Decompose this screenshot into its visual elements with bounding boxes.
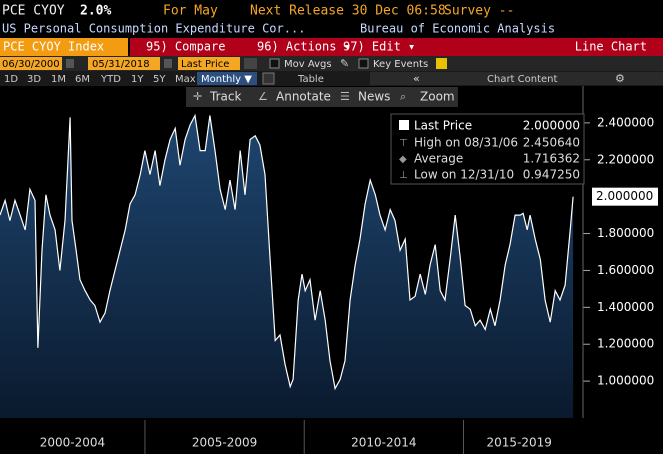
area-fill xyxy=(0,115,574,418)
stat-icon: ⊥ xyxy=(399,170,408,181)
last-price-tag xyxy=(592,187,658,206)
y-tick-label: 1.600000 xyxy=(597,263,654,277)
legend-value: 2.000000 xyxy=(523,119,580,133)
info-icon[interactable] xyxy=(436,58,447,69)
start-date-box[interactable] xyxy=(0,57,62,70)
menu-actions[interactable]: 96) Actions ▾ xyxy=(257,40,351,54)
period: For May xyxy=(163,4,218,19)
legend-stats: ⊤ High on 08/31/06 2.450640 ◆ Average 1.71636… xyxy=(399,136,580,182)
end-date-box[interactable] xyxy=(88,57,160,70)
y-tick-label: 2.400000 xyxy=(597,115,654,129)
calendar-icon[interactable] xyxy=(66,59,74,68)
source: Bureau of Economic Analysis xyxy=(360,22,555,36)
stat-label: Average xyxy=(414,152,463,166)
legend-swatch xyxy=(399,120,409,130)
x-tick-label: 2010-2014 xyxy=(351,436,416,450)
range-button[interactable]: Max xyxy=(175,74,196,85)
stat-value: 2.450640 xyxy=(523,136,580,150)
stat-icon: ⊤ xyxy=(399,138,408,149)
range-button[interactable]: 6M xyxy=(75,74,90,85)
annotate-icon[interactable]: ∠ xyxy=(258,90,268,103)
frequency[interactable]: Monthly ▼ xyxy=(201,74,252,85)
calendar-icon[interactable] xyxy=(164,59,172,68)
range-buttons: 1D 3D 1M 6M YTD 1Y 5Y Max xyxy=(4,74,196,85)
checkbox[interactable] xyxy=(358,58,369,69)
track-icon[interactable]: ✛ xyxy=(193,90,202,103)
y-tick-label: 1.800000 xyxy=(597,226,654,240)
start-date[interactable]: 06/30/2000 xyxy=(2,59,60,70)
range-button[interactable]: 1Y xyxy=(131,74,144,85)
y-tick-label: 1.200000 xyxy=(597,337,654,351)
next-release: Next Release 30 Dec 06:58 xyxy=(250,4,446,19)
stat-value: 0.947250 xyxy=(523,168,580,182)
field[interactable]: Last Price xyxy=(181,59,229,70)
stat-icon: ◆ xyxy=(399,154,407,165)
x-tick-label: 2015-2019 xyxy=(487,436,552,450)
zoom-icon[interactable]: ⌕ xyxy=(400,90,406,103)
chart-icon[interactable] xyxy=(262,72,275,85)
chart-content[interactable]: Chart Content xyxy=(487,74,558,85)
ticker: PCE CYOY xyxy=(2,4,65,19)
y-tick-label: 1.400000 xyxy=(597,300,654,314)
option-mov-avgs[interactable]: Mov Avgs xyxy=(284,59,332,70)
header-bar xyxy=(0,0,663,20)
ticker-value: 2.0% xyxy=(80,4,111,19)
range-button[interactable]: 3D xyxy=(27,74,41,85)
menu-compare[interactable]: 95) Compare xyxy=(146,40,225,54)
stat-label: High on 08/31/06 xyxy=(414,136,518,150)
last-price-label: 2.000000 xyxy=(596,189,653,203)
chart-tools-bar xyxy=(186,87,458,107)
field-box[interactable] xyxy=(178,57,240,70)
legend-box xyxy=(390,113,585,185)
view-name: Line Chart xyxy=(575,40,647,54)
menu-edit[interactable]: 97) Edit ▾ xyxy=(343,40,415,54)
x-tick-label: 2000-2004 xyxy=(40,436,105,450)
price-line xyxy=(0,113,574,391)
news-icon[interactable]: ☰ xyxy=(340,90,350,103)
y-tick-label: 2.200000 xyxy=(597,152,654,166)
dropdown[interactable] xyxy=(244,58,257,69)
tool-annotate[interactable]: Annotate xyxy=(276,90,331,104)
stat-label: Low on 12/31/10 xyxy=(414,168,514,182)
plot: 1.000000 1.200000 1.400000 1.600000 1.800000… xyxy=(0,86,658,454)
tool-zoom[interactable]: Zoom xyxy=(420,90,455,104)
stat-value: 1.716362 xyxy=(523,152,580,166)
chart-content-bar xyxy=(370,72,663,85)
range-button[interactable]: 1D xyxy=(4,74,18,85)
tool-track[interactable]: Track xyxy=(209,90,241,104)
description: US Personal Consumption Expenditure Cor.… xyxy=(2,22,305,36)
security[interactable]: PCE CYOY Index xyxy=(3,40,104,54)
table-button[interactable]: Table xyxy=(297,74,324,85)
frequency-box[interactable] xyxy=(197,72,257,85)
security-box[interactable] xyxy=(0,38,128,56)
menu-bar xyxy=(130,38,663,56)
survey: Survey -- xyxy=(444,4,514,19)
checkbox[interactable] xyxy=(269,58,280,69)
x-tick-label: 2005-2009 xyxy=(192,436,257,450)
range-button[interactable]: 1M xyxy=(51,74,66,85)
tool-news[interactable]: News xyxy=(358,90,390,104)
range-button[interactable]: 5Y xyxy=(153,74,166,85)
end-date[interactable]: 05/31/2018 xyxy=(92,59,150,70)
collapse-icon[interactable]: « xyxy=(413,72,420,85)
pencil-icon[interactable]: ✎ xyxy=(340,57,349,70)
gear-icon[interactable]: ⚙ xyxy=(615,72,625,85)
legend-label: Last Price xyxy=(414,119,472,133)
range-button[interactable]: YTD xyxy=(100,74,121,85)
y-tick-label: 1.000000 xyxy=(597,374,654,388)
option-key-events[interactable]: Key Events xyxy=(373,59,428,70)
